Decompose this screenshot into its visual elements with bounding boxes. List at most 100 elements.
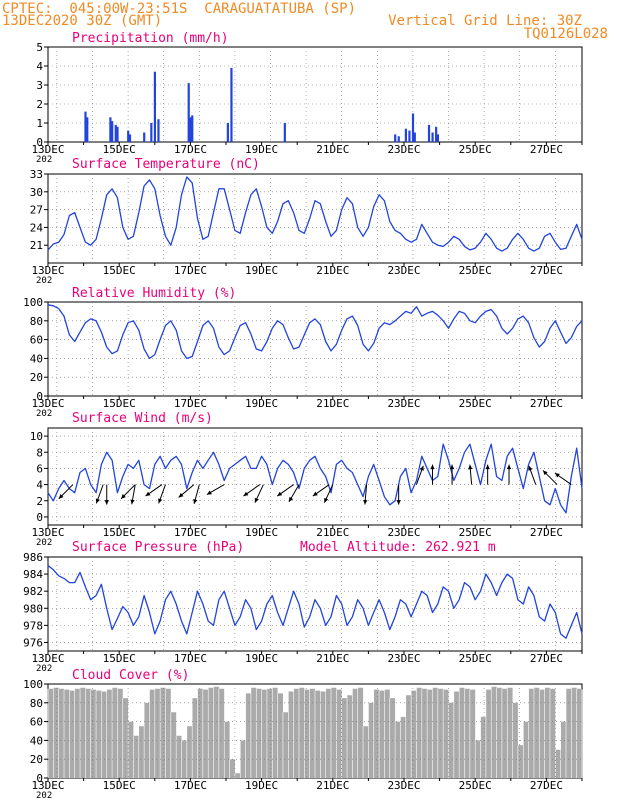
wind-arrow-head	[506, 464, 512, 470]
panel-title-cloud: Cloud Cover (%)	[72, 668, 189, 683]
x-tick-label: 23DEC	[387, 264, 420, 277]
y-tick-label: 2	[36, 495, 43, 508]
x-tick-label: 19DEC	[245, 397, 278, 410]
wind-vector-arrow	[554, 472, 572, 485]
y-tick-label: 978	[23, 619, 43, 632]
x-tick-label: 15DEC	[103, 652, 136, 665]
wind-vector-arrow	[95, 484, 104, 504]
y-tick-label: 0	[36, 136, 43, 149]
panel-pressure: 976 978 980 982 984 986 13DEC 15DEC 17DEC 19DEC 21…	[23, 540, 583, 674]
y-tick-label: 27	[30, 204, 43, 217]
wind-vector-arrow	[528, 465, 537, 485]
y-tick-label: 986	[23, 551, 43, 564]
x-tick-label: 21DEC	[316, 652, 349, 665]
wind-arrow-head	[277, 491, 283, 497]
precip-bar	[394, 134, 397, 142]
wind-arrow-head	[419, 465, 424, 471]
x-tick-label: 25DEC	[459, 264, 492, 277]
x-tick-label: 19DEC	[245, 526, 278, 539]
y-tick-label: 0	[36, 390, 43, 403]
y-tick-label: 976	[23, 636, 43, 649]
y-tick-label: 80	[30, 315, 43, 328]
wind-arrow-head	[485, 464, 490, 470]
wind-vector-arrow	[542, 470, 558, 485]
x-tick-label: 19DEC	[245, 779, 278, 792]
y-tick-label: 982	[23, 585, 43, 598]
x-tick-label: 17DEC	[174, 779, 207, 792]
precip-bar	[114, 124, 117, 142]
header-grid-note: Vertical Grid Line: 30Z	[388, 13, 582, 29]
wind-arrow-head	[542, 470, 548, 476]
precip-bar	[109, 117, 112, 142]
x-tick-label: 21DEC	[316, 397, 349, 410]
precip-bar	[404, 128, 407, 142]
wind-vector-arrow	[449, 464, 455, 485]
precip-bar	[157, 119, 160, 142]
wind-vector-arrow	[193, 484, 200, 505]
wind-vector-arrow	[243, 484, 261, 497]
x-tick-label: 25DEC	[459, 779, 492, 792]
x-tick-label: 13DEC	[31, 779, 64, 792]
y-tick-label: 40	[30, 734, 43, 747]
x-tick-label: 19DEC	[245, 652, 278, 665]
y-tick-label: 80	[30, 697, 43, 710]
panel-cloud: 0 20 40 60 80 100 13DEC 15DEC 17DEC 19DEC 21DEC 23D…	[23, 668, 583, 800]
wind-arrow-head	[324, 497, 329, 503]
y-tick-label: 0	[36, 772, 43, 785]
x-tick-label: 27DEC	[530, 143, 563, 156]
wind-arrow-head	[58, 494, 64, 499]
wind-arrow-head	[430, 464, 435, 470]
wind-arrow-head	[158, 498, 163, 504]
x-tick-label: 27DEC	[530, 652, 563, 665]
panel-title-rh: Relative Humidity (%)	[72, 286, 236, 301]
model-altitude-label: Model Altitude: 262.921 m	[300, 540, 496, 555]
precip-bar	[150, 123, 153, 142]
x-year-label: 202	[36, 791, 52, 800]
wind-arrow-head	[243, 491, 249, 497]
x-tick-label: 27DEC	[530, 397, 563, 410]
x-tick-label: 17DEC	[174, 143, 207, 156]
y-tick-label: 8	[36, 446, 43, 459]
x-tick-label: 13DEC	[31, 397, 64, 410]
wind-vector-arrow	[430, 464, 435, 485]
y-tick-label: 4	[36, 60, 43, 73]
y-tick-label: 60	[30, 716, 43, 729]
wind-vector-arrow	[254, 484, 264, 503]
wind-vector-arrow	[396, 484, 401, 505]
panel-title-pressure: Surface Pressure (hPa)	[72, 540, 244, 555]
wind-arrow-head	[554, 473, 560, 478]
x-tick-label: 13DEC	[31, 264, 64, 277]
x-tick-label: 13DEC	[31, 143, 64, 156]
wind-vector-arrow	[158, 484, 166, 504]
precip-bar	[411, 113, 415, 142]
y-tick-label: 10	[30, 430, 43, 443]
x-tick-label: 27DEC	[530, 264, 563, 277]
y-tick-label: 5	[36, 41, 43, 54]
x-tick-label: 19DEC	[245, 264, 278, 277]
wind-arrow-head	[288, 496, 294, 502]
x-year-label: 202	[36, 538, 52, 548]
x-tick-label: 25DEC	[459, 652, 492, 665]
wind-vector-arrow	[312, 484, 330, 497]
wind-vector-arrow	[485, 464, 490, 485]
x-tick-label: 25DEC	[459, 526, 492, 539]
precip-bar	[86, 117, 89, 142]
y-tick-label: 100	[23, 296, 43, 309]
x-tick-label: 23DEC	[387, 143, 420, 156]
x-tick-label: 17DEC	[174, 397, 207, 410]
wind-vector-arrow	[506, 464, 512, 485]
panel-title-temp: Surface Temperature (nC)	[72, 157, 260, 172]
wind-vector-arrow	[323, 484, 334, 503]
panel-wind: 0 2 4 6 8 10 13DEC 15DEC 17DEC 19DEC 21DEC 23DEC 25D…	[30, 411, 583, 548]
temp-series-line	[47, 176, 583, 252]
header-station: CPTEC: 045:00W-23:51S CARAGUATATUBA (SP)	[2, 1, 357, 17]
x-tick-label: 27DEC	[530, 779, 563, 792]
wind-arrow-head	[121, 494, 126, 499]
wind-vector-arrow	[104, 484, 109, 505]
wind-arrow-head	[193, 498, 198, 504]
wind-arrow-head	[178, 492, 184, 498]
wind-vector-arrow	[363, 484, 368, 505]
panel-temp: 21 24 27 30 33 13DEC 15DEC 17DEC 19DEC 21DEC 23DEC…	[30, 157, 583, 286]
precip-bar	[84, 111, 87, 142]
x-tick-label: 15DEC	[103, 526, 136, 539]
